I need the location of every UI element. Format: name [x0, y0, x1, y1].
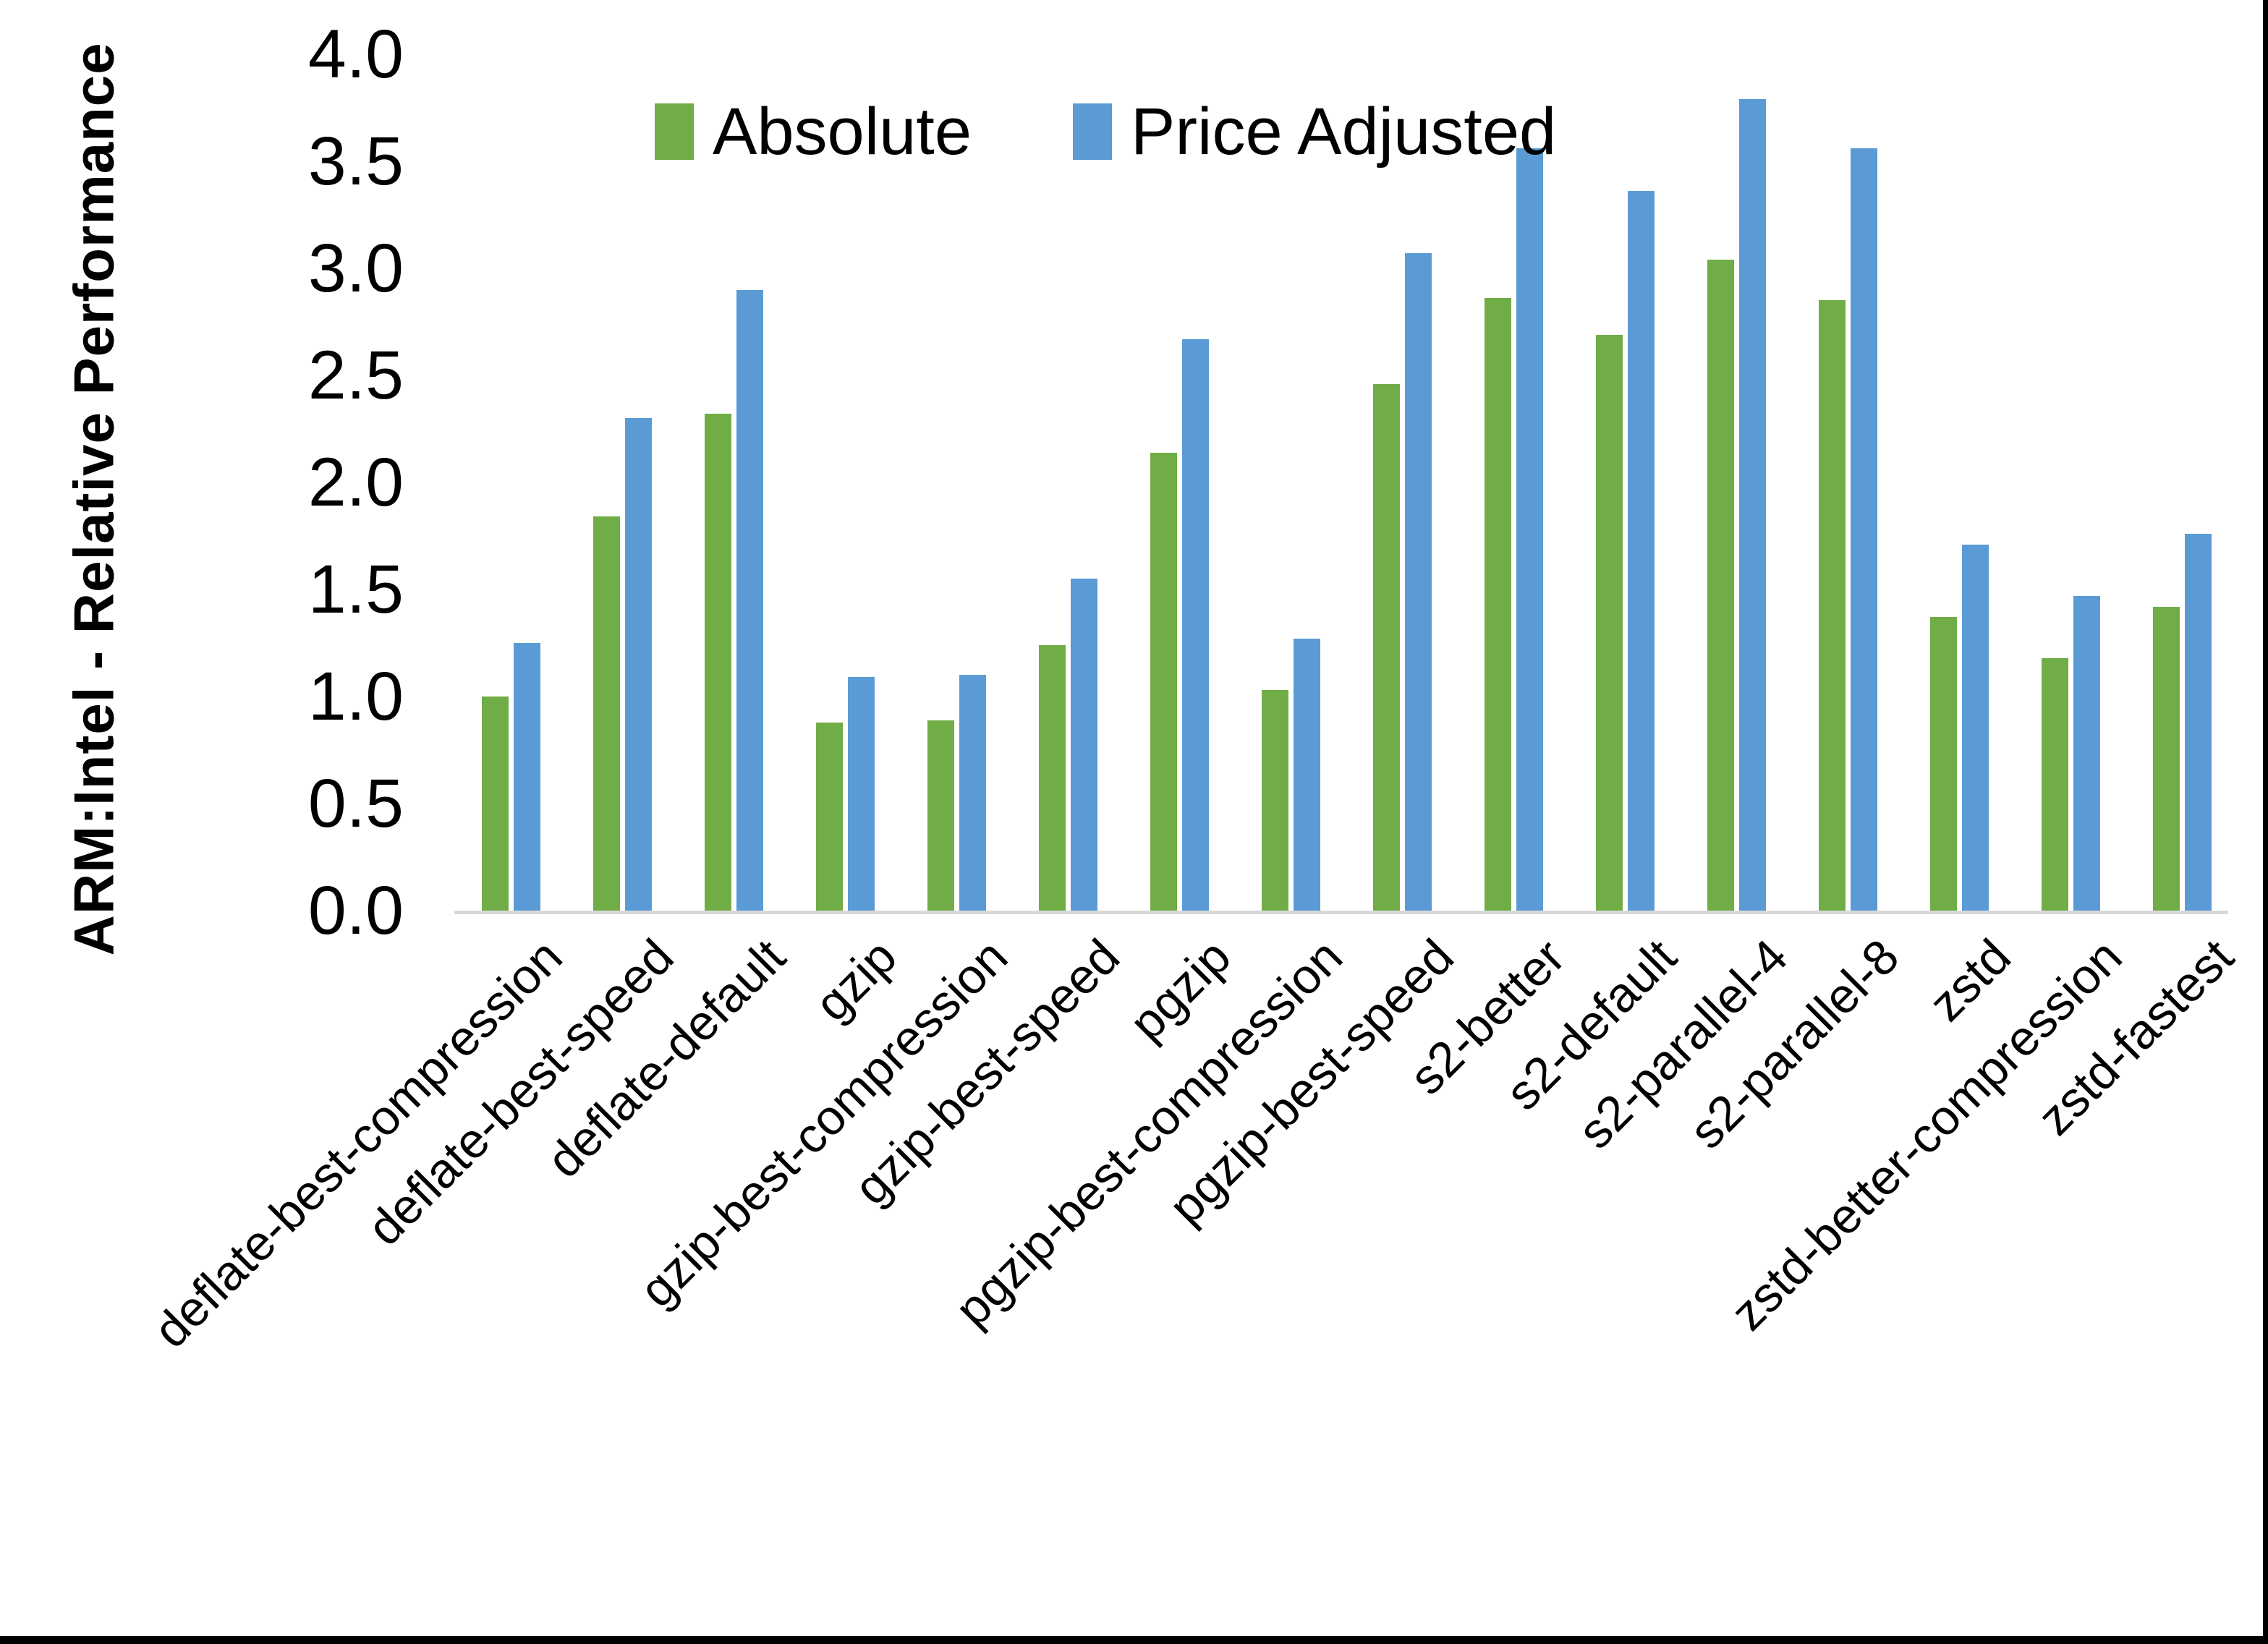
- y-tick-label-2.0: 2.0: [307, 444, 404, 521]
- bar-absolute-pgzip-best-compression: [1262, 690, 1288, 911]
- bar-price-adjusted-zstd-better-compression: [2073, 596, 2100, 911]
- bar-price-adjusted-s2-parallel-4: [1739, 99, 1766, 911]
- bar-price-adjusted-deflate-default: [736, 290, 763, 911]
- y-tick-label-1.0: 1.0: [307, 658, 404, 735]
- bar-price-adjusted-zstd: [1962, 545, 1989, 911]
- y-tick-label-1.5: 1.5: [307, 551, 404, 628]
- bar-price-adjusted-deflate-best-compression: [514, 643, 540, 911]
- bar-absolute-s2-default: [1596, 335, 1623, 911]
- bar-price-adjusted-gzip: [848, 677, 875, 911]
- legend-label-price-adjusted: Price Adjusted: [1131, 95, 1557, 169]
- bar-price-adjusted-zstd-fastest: [2185, 534, 2212, 911]
- y-tick-label-2.5: 2.5: [307, 337, 404, 414]
- bar-absolute-deflate-default: [705, 414, 731, 911]
- bar-price-adjusted-s2-better: [1516, 148, 1543, 911]
- bar-absolute-deflate-best-compression: [482, 697, 509, 911]
- y-tick-label-0.5: 0.5: [307, 765, 404, 842]
- y-tick-label-3.5: 3.5: [307, 123, 404, 200]
- bar-price-adjusted-pgzip-best-compression: [1294, 639, 1320, 911]
- bar-absolute-zstd-fastest: [2153, 607, 2180, 911]
- x-axis-baseline: [454, 911, 2228, 914]
- y-tick-label-0.0: 0.0: [307, 872, 404, 949]
- bar-absolute-zstd: [1930, 617, 1957, 911]
- bar-absolute-gzip: [816, 723, 843, 911]
- y-tick-label-4.0: 4.0: [307, 16, 404, 93]
- legend-item-absolute: Absolute: [655, 98, 972, 165]
- bar-price-adjusted-s2-default: [1628, 191, 1655, 911]
- bar-absolute-s2-parallel-8: [1819, 300, 1846, 911]
- legend: Absolute Price Adjusted: [655, 98, 1556, 165]
- bar-absolute-pgzip: [1150, 453, 1177, 911]
- bar-absolute-zstd-better-compression: [2042, 658, 2068, 911]
- bar-absolute-s2-parallel-4: [1707, 260, 1734, 911]
- bar-absolute-s2-better: [1485, 298, 1511, 911]
- bar-absolute-deflate-best-speed: [593, 516, 620, 911]
- bar-absolute-pgzip-best-speed: [1373, 384, 1400, 911]
- legend-swatch-absolute: [655, 103, 694, 160]
- legend-item-price-adjusted: Price Adjusted: [1073, 98, 1556, 165]
- legend-swatch-price-adjusted: [1073, 103, 1113, 160]
- bar-price-adjusted-gzip-best-compression: [959, 675, 986, 911]
- legend-label-absolute: Absolute: [713, 95, 972, 169]
- bar-absolute-gzip-best-speed: [1039, 645, 1066, 911]
- y-tick-label-3.0: 3.0: [307, 230, 404, 307]
- bar-absolute-gzip-best-compression: [927, 720, 954, 911]
- bar-price-adjusted-s2-parallel-8: [1851, 148, 1877, 911]
- window-border-bottom: [0, 1636, 2268, 1644]
- bar-price-adjusted-deflate-best-speed: [625, 418, 652, 911]
- bar-price-adjusted-pgzip: [1182, 339, 1209, 911]
- bar-price-adjusted-gzip-best-speed: [1071, 579, 1097, 911]
- bar-price-adjusted-pgzip-best-speed: [1405, 253, 1432, 911]
- window-border-right: [2263, 0, 2268, 1644]
